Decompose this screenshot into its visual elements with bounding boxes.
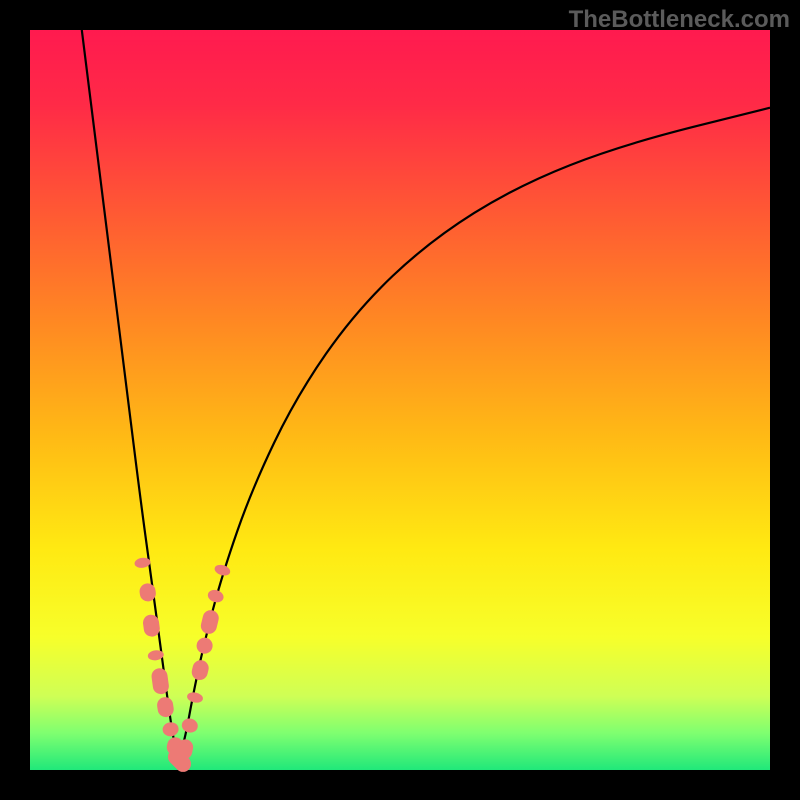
frame-border-right [770,0,800,800]
chart-canvas: TheBottleneck.com [0,0,800,800]
plot-background-gradient [30,30,770,770]
frame-border-bottom [0,770,800,800]
watermark-text: TheBottleneck.com [569,6,790,34]
frame-border-left [0,0,30,800]
